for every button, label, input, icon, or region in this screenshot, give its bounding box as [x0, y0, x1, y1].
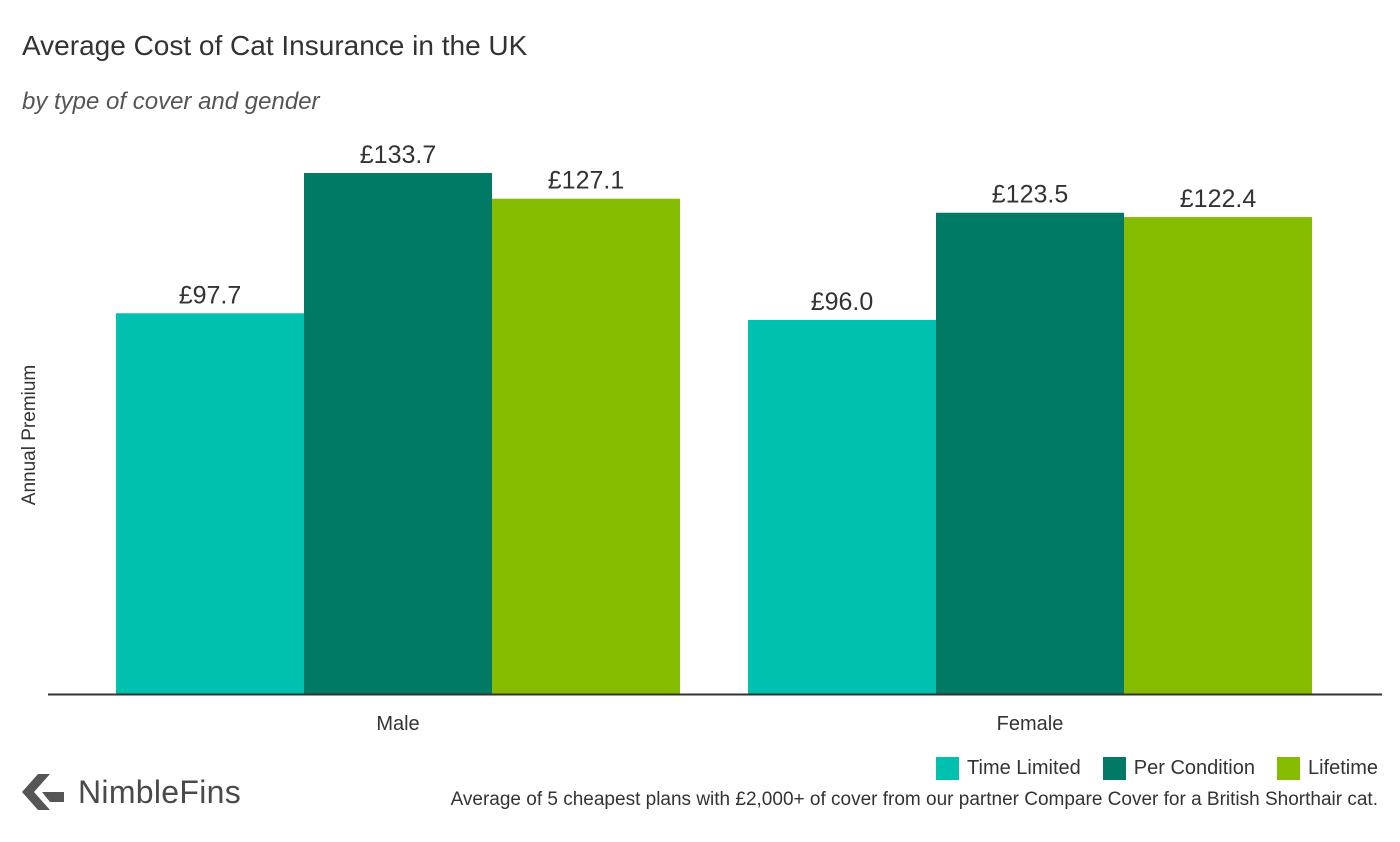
legend-swatch-lifetime: [1276, 757, 1300, 780]
legend: Time Limited Per Condition Lifetime: [936, 757, 1378, 780]
source-note: Average of 5 cheapest plans with £2,000+…: [450, 789, 1378, 810]
chart-subtitle: by type of cover and gender: [22, 88, 320, 115]
legend-label-lifetime: Lifetime: [1307, 757, 1378, 779]
data-label-male-lifetime: £127.1: [548, 167, 624, 195]
data-label-female-lifetime: £122.4: [1180, 185, 1257, 213]
legend-item-time-limited: Time Limited: [936, 757, 1081, 780]
data-label-male-time-limited: £97.7: [179, 281, 242, 309]
data-label-male-per-condition: £133.7: [360, 141, 436, 169]
legend-label-time-limited: Time Limited: [967, 757, 1081, 779]
bar-male-time-limited: [116, 313, 304, 694]
legend-label-per-condition: Per Condition: [1133, 757, 1255, 779]
bar-female-lifetime: [1124, 217, 1312, 694]
bar-male-lifetime: [492, 198, 680, 694]
bar-female-time-limited: [748, 319, 936, 694]
legend-swatch-time-limited: [936, 757, 960, 780]
bar-male-per-condition: [304, 173, 492, 694]
data-label-female-per-condition: £123.5: [992, 181, 1068, 209]
x-tick-label-male: Male: [376, 713, 419, 735]
data-label-female-time-limited: £96.0: [811, 288, 874, 316]
brand-name: NimbleFins: [78, 773, 242, 810]
legend-item-per-condition: Per Condition: [1102, 757, 1255, 780]
chart-title: Average Cost of Cat Insurance in the UK: [22, 30, 528, 61]
x-tick-label-female: Female: [997, 713, 1064, 735]
brand-logo: NimbleFins: [20, 772, 241, 812]
nimblefins-logo-icon: [22, 774, 64, 810]
legend-swatch-per-condition: [1102, 757, 1126, 780]
bar-female-per-condition: [936, 212, 1124, 694]
legend-item-lifetime: Lifetime: [1276, 757, 1378, 780]
